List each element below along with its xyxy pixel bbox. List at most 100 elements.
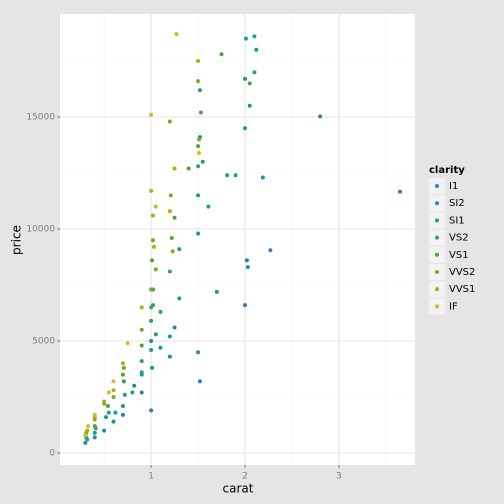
point (149, 112, 154, 117)
point (167, 209, 172, 214)
x-axis-label: carat (223, 482, 254, 496)
legend-key (435, 218, 439, 223)
point (120, 403, 125, 408)
legend-key (435, 287, 439, 292)
point (243, 303, 248, 308)
point (92, 435, 97, 440)
point (92, 424, 97, 429)
point (120, 361, 125, 366)
point (122, 392, 127, 397)
point (254, 47, 259, 52)
point (196, 150, 201, 155)
point (139, 305, 144, 310)
point (245, 265, 250, 270)
point (102, 399, 107, 404)
legend-title: clarity (429, 165, 465, 176)
point (158, 309, 163, 314)
point (130, 390, 135, 395)
point (177, 247, 182, 252)
point (151, 244, 156, 249)
point (197, 379, 202, 384)
point (196, 137, 201, 142)
point (139, 343, 144, 348)
legend-key (435, 304, 439, 309)
point (92, 430, 97, 435)
point (111, 419, 116, 424)
legend-key (435, 184, 439, 188)
x-tick-label: 1 (148, 472, 154, 482)
legend-key (435, 252, 439, 257)
point (169, 235, 174, 240)
point (150, 238, 155, 243)
point (168, 193, 173, 198)
point (196, 193, 201, 198)
point (243, 36, 248, 41)
point (139, 370, 144, 375)
point (149, 318, 154, 323)
point (196, 79, 201, 84)
point (158, 345, 163, 350)
point (149, 188, 154, 193)
point (106, 390, 111, 395)
point (111, 388, 116, 393)
legend-label: SI1 (449, 215, 465, 226)
point (172, 166, 177, 171)
point (219, 52, 224, 57)
point (120, 412, 125, 417)
point (197, 88, 202, 93)
point (120, 372, 125, 377)
point (233, 173, 238, 178)
point (149, 347, 154, 352)
point (113, 410, 118, 415)
point (121, 379, 126, 384)
point (318, 114, 323, 119)
point (149, 338, 154, 343)
point (150, 365, 155, 370)
y-axis-label: price (10, 225, 24, 255)
point (167, 269, 172, 274)
point (196, 144, 201, 149)
x-tick-label: 2 (242, 472, 248, 482)
point (139, 359, 144, 364)
point (206, 204, 211, 209)
point (200, 159, 205, 164)
panel (60, 14, 415, 465)
point (196, 231, 201, 236)
point (247, 103, 252, 108)
point (153, 204, 158, 209)
point (167, 334, 172, 339)
legend-label: VS1 (449, 250, 469, 261)
point (111, 379, 116, 384)
point (196, 164, 201, 169)
point (139, 390, 144, 395)
point (172, 325, 177, 330)
point (196, 350, 201, 355)
point (83, 440, 88, 445)
point (196, 58, 201, 63)
point (167, 354, 172, 359)
legend-key (435, 235, 439, 240)
point (92, 412, 97, 417)
point (198, 110, 203, 115)
point (397, 189, 402, 194)
y-tick-label: 5000 (32, 336, 55, 346)
y-tick-label: 15000 (26, 112, 55, 122)
point (111, 394, 116, 399)
point (85, 428, 90, 433)
legend-label: IF (449, 301, 458, 312)
legend-label: I1 (449, 181, 458, 192)
point (252, 34, 257, 39)
point (149, 287, 154, 292)
point (106, 410, 111, 415)
point (186, 166, 191, 171)
legend-key (435, 201, 439, 206)
point (139, 327, 144, 332)
point (172, 215, 177, 220)
x-tick-label: 3 (336, 472, 342, 482)
point (121, 365, 126, 370)
legend-label: SI2 (449, 198, 465, 209)
point (174, 32, 179, 37)
point (149, 305, 154, 310)
point (225, 173, 230, 178)
